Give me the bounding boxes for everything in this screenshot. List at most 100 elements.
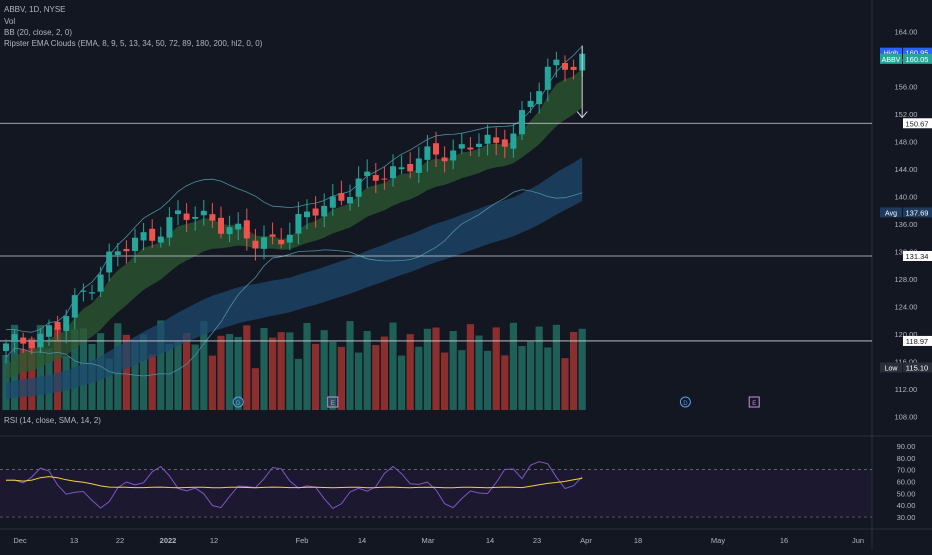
volume-bar [398, 355, 406, 410]
candle-body [157, 236, 164, 243]
ema-cloud-fast [6, 68, 583, 380]
volume-bar [140, 334, 148, 410]
rsi-ma-line [5, 476, 583, 489]
candle-body [321, 205, 328, 217]
candle-body [63, 316, 70, 331]
candle-body [132, 237, 138, 252]
level-badge-value: 118.97 [906, 337, 928, 346]
volume-bar [105, 358, 113, 410]
time-tick-label: Feb [296, 536, 309, 545]
volume-bar [36, 324, 44, 410]
volume-bar [217, 335, 225, 410]
candle-body [355, 178, 362, 197]
volume-bar [200, 321, 208, 410]
candle-body [407, 163, 414, 172]
volume-bar [380, 336, 388, 410]
last-price-badge-value: 160.05 [906, 55, 929, 64]
rsi-tick-label: 40.00 [897, 501, 916, 510]
level-badge-bg [903, 118, 932, 129]
price-tick-label: 108.00 [895, 412, 918, 421]
price-tick-label: 120.00 [895, 330, 918, 339]
candle-body [89, 292, 95, 294]
volume-bar [2, 355, 10, 410]
volume-bar [191, 344, 199, 410]
volume-bar [389, 322, 397, 410]
volume-bar [226, 334, 234, 410]
candle-body [140, 232, 147, 241]
low-badge-value: 115.10 [906, 364, 928, 373]
volume-bar [243, 325, 251, 410]
candle-body [364, 171, 371, 177]
candle-body [519, 110, 525, 135]
price-tick-label: 156.00 [895, 83, 918, 92]
earnings-marker [748, 396, 760, 408]
price-tick-label: 144.00 [895, 165, 918, 174]
candle-body [338, 193, 345, 201]
time-tick-label: 14 [358, 536, 366, 545]
last-price-badge-label-bg [880, 53, 902, 64]
dividend-marker [232, 396, 244, 408]
candle-body [261, 237, 267, 249]
volume-bar [337, 346, 345, 410]
volume-bar [294, 358, 302, 410]
volume-bar [131, 341, 139, 410]
candle-body [278, 240, 285, 245]
candle-body [3, 343, 9, 352]
candle-body [415, 158, 422, 173]
volume-bar [432, 327, 440, 410]
volume-bars [2, 320, 586, 410]
volume-bar [28, 338, 36, 410]
candle-body [218, 217, 224, 234]
rsi-band-fill [0, 469, 872, 518]
level-badge-value: 131.34 [906, 252, 929, 261]
volume-bar [174, 341, 182, 410]
candle-body [97, 274, 104, 292]
volume-bar [363, 331, 371, 410]
volume-bar [578, 328, 586, 410]
candle-body [11, 334, 18, 341]
candle-body [114, 251, 121, 256]
rsi-tick-label: 70.00 [897, 466, 916, 475]
high-badge-value-bg [903, 47, 932, 58]
volume-bar [535, 326, 543, 410]
time-tick-label: Jun [852, 536, 864, 545]
candle-body [536, 91, 543, 105]
volume-bar [355, 352, 363, 410]
candle-body [175, 210, 181, 215]
volume-bar [423, 328, 431, 410]
volume-bar [527, 341, 535, 410]
volume-bar [544, 347, 552, 410]
ema-cloud-slow [6, 157, 583, 400]
time-tick-label: 18 [634, 536, 642, 545]
arrow-head [576, 111, 588, 119]
candle-body [553, 59, 560, 66]
legend-ema-clouds: Ripster EMA Clouds (EMA, 8, 9, 5, 13, 34… [4, 39, 263, 48]
event-marker-glyph: E [331, 401, 335, 407]
rsi-line [5, 461, 583, 510]
rsi-tick-label: 30.00 [897, 513, 916, 522]
candle-body [476, 143, 482, 148]
candle-body [46, 325, 52, 337]
dividend-marker [679, 396, 691, 408]
candle-body [20, 337, 27, 344]
candle-body [450, 150, 457, 161]
volume-bar [329, 341, 337, 410]
high-badge-label-bg [880, 47, 902, 58]
level-badge-value: 150.67 [906, 119, 929, 128]
volume-bar [346, 321, 354, 410]
candle-body [347, 196, 353, 204]
bb-upper [5, 45, 583, 333]
time-tick-label: May [711, 536, 725, 545]
legend-bb: BB (20, close, 2, 0) [4, 28, 73, 37]
candle-body [562, 62, 568, 70]
candle-body [71, 295, 78, 318]
volume-bar [509, 322, 517, 410]
volume-bar [552, 324, 560, 410]
price-tick-label: 128.00 [895, 275, 918, 284]
level-badge-bg [903, 250, 932, 261]
time-tick-label: 2022 [160, 536, 177, 545]
volume-bar [320, 330, 328, 410]
volume-bar [458, 350, 466, 410]
